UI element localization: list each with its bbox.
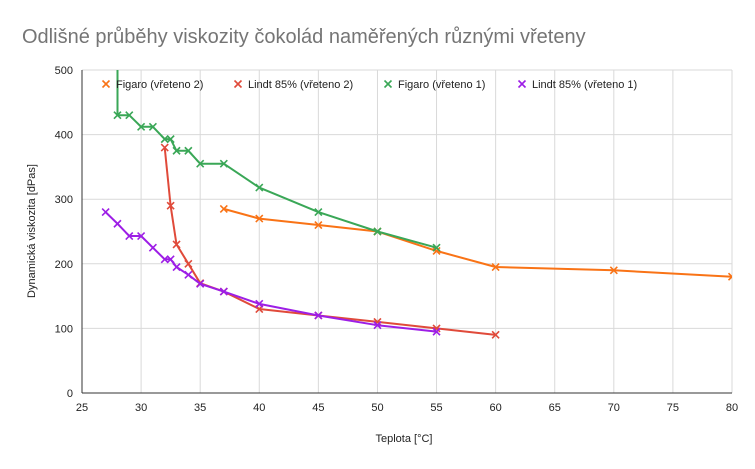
data-point xyxy=(196,279,205,288)
y-tick-label: 0 xyxy=(67,388,73,400)
x-tick-label: 65 xyxy=(549,402,561,414)
data-point xyxy=(125,111,134,120)
data-point xyxy=(219,287,228,296)
legend-item: Figaro (vřeteno 1) xyxy=(383,79,485,91)
x-tick-label: 30 xyxy=(135,402,147,414)
legend-marker xyxy=(101,79,111,89)
axis-layer: 0 100 200 300 400 500 25 30 35 40 45 50 55 60 65 70 75 80 xyxy=(55,65,738,414)
legend-marker xyxy=(517,79,527,89)
data-point xyxy=(172,146,181,155)
data-point xyxy=(196,159,205,168)
x-tick-label: 60 xyxy=(490,402,502,414)
data-point xyxy=(314,208,323,217)
data-point xyxy=(160,143,169,152)
data-point xyxy=(727,272,732,281)
legend-label: Lindt 85% (vřeteno 1) xyxy=(532,79,637,91)
grid-layer xyxy=(82,69,733,393)
data-point xyxy=(166,201,175,210)
legend-item: Figaro (vřeteno 2) xyxy=(101,79,203,91)
series-4 xyxy=(101,208,441,336)
series-line xyxy=(104,211,437,333)
x-tick-label: 55 xyxy=(430,402,442,414)
chart-title: Odlišné průběhy viskozity čokolád naměře… xyxy=(22,26,586,48)
data-point xyxy=(148,122,157,131)
data-point xyxy=(255,299,264,308)
data-point xyxy=(166,255,175,264)
legend-label: Figaro (vřeteno 1) xyxy=(398,79,485,91)
data-point xyxy=(101,208,110,217)
legend: Figaro (vřeteno 2) Lindt 85% (vřeteno 2) F… xyxy=(101,79,637,91)
data-point xyxy=(172,262,181,272)
x-tick-label: 25 xyxy=(76,402,88,414)
data-point xyxy=(373,321,382,330)
legend-marker xyxy=(233,79,243,89)
data-point xyxy=(172,240,181,249)
data-point xyxy=(184,259,193,268)
x-tick-label: 75 xyxy=(667,402,679,414)
data-point xyxy=(148,243,157,252)
x-tick-label: 80 xyxy=(726,402,738,414)
data-point xyxy=(219,159,228,168)
data-point xyxy=(432,327,441,336)
data-point xyxy=(114,54,121,61)
data-point xyxy=(491,262,500,272)
data-point xyxy=(219,204,228,213)
series-1 xyxy=(219,204,732,281)
series-2 xyxy=(160,143,500,339)
x-tick-label: 35 xyxy=(194,402,206,414)
legend-item: Lindt 85% (vřeteno 2) xyxy=(233,79,353,91)
y-tick-label: 200 xyxy=(55,259,73,271)
data-point xyxy=(137,231,146,241)
series-line xyxy=(163,147,496,336)
y-tick-label: 500 xyxy=(55,65,73,77)
x-tick-label: 70 xyxy=(608,402,620,414)
data-point xyxy=(113,111,122,120)
data-point xyxy=(314,311,323,320)
x-tick-label: 45 xyxy=(312,402,324,414)
x-axis-label: Teplota [°C] xyxy=(376,433,433,445)
data-point xyxy=(491,330,500,339)
y-tick-label: 100 xyxy=(55,323,73,335)
series-layer xyxy=(101,54,732,339)
x-tick-label: 40 xyxy=(253,402,265,414)
legend-label: Figaro (vřeteno 2) xyxy=(116,79,203,91)
series-3 xyxy=(113,54,441,252)
data-point xyxy=(160,135,169,144)
data-point xyxy=(184,146,193,155)
data-point xyxy=(125,231,134,241)
y-tick-label: 300 xyxy=(55,194,73,206)
series-line xyxy=(223,207,732,278)
data-point xyxy=(160,255,169,264)
data-point xyxy=(373,227,382,236)
x-tick-label: 50 xyxy=(371,402,383,414)
data-point xyxy=(609,266,618,275)
y-tick-label: 400 xyxy=(55,130,73,142)
data-point xyxy=(137,122,146,131)
data-point xyxy=(314,220,323,230)
data-point xyxy=(432,243,441,252)
data-point xyxy=(184,270,193,279)
legend-marker xyxy=(383,79,393,89)
data-point xyxy=(255,183,264,192)
legend-item: Lindt 85% (vřeteno 1) xyxy=(517,79,637,91)
legend-label: Lindt 85% (vřeteno 2) xyxy=(248,79,353,91)
y-axis-label: Dynamická viskozita [dPas] xyxy=(26,164,38,298)
data-point xyxy=(255,214,264,223)
data-point xyxy=(432,246,441,255)
data-point xyxy=(113,219,122,228)
data-point xyxy=(166,135,175,144)
